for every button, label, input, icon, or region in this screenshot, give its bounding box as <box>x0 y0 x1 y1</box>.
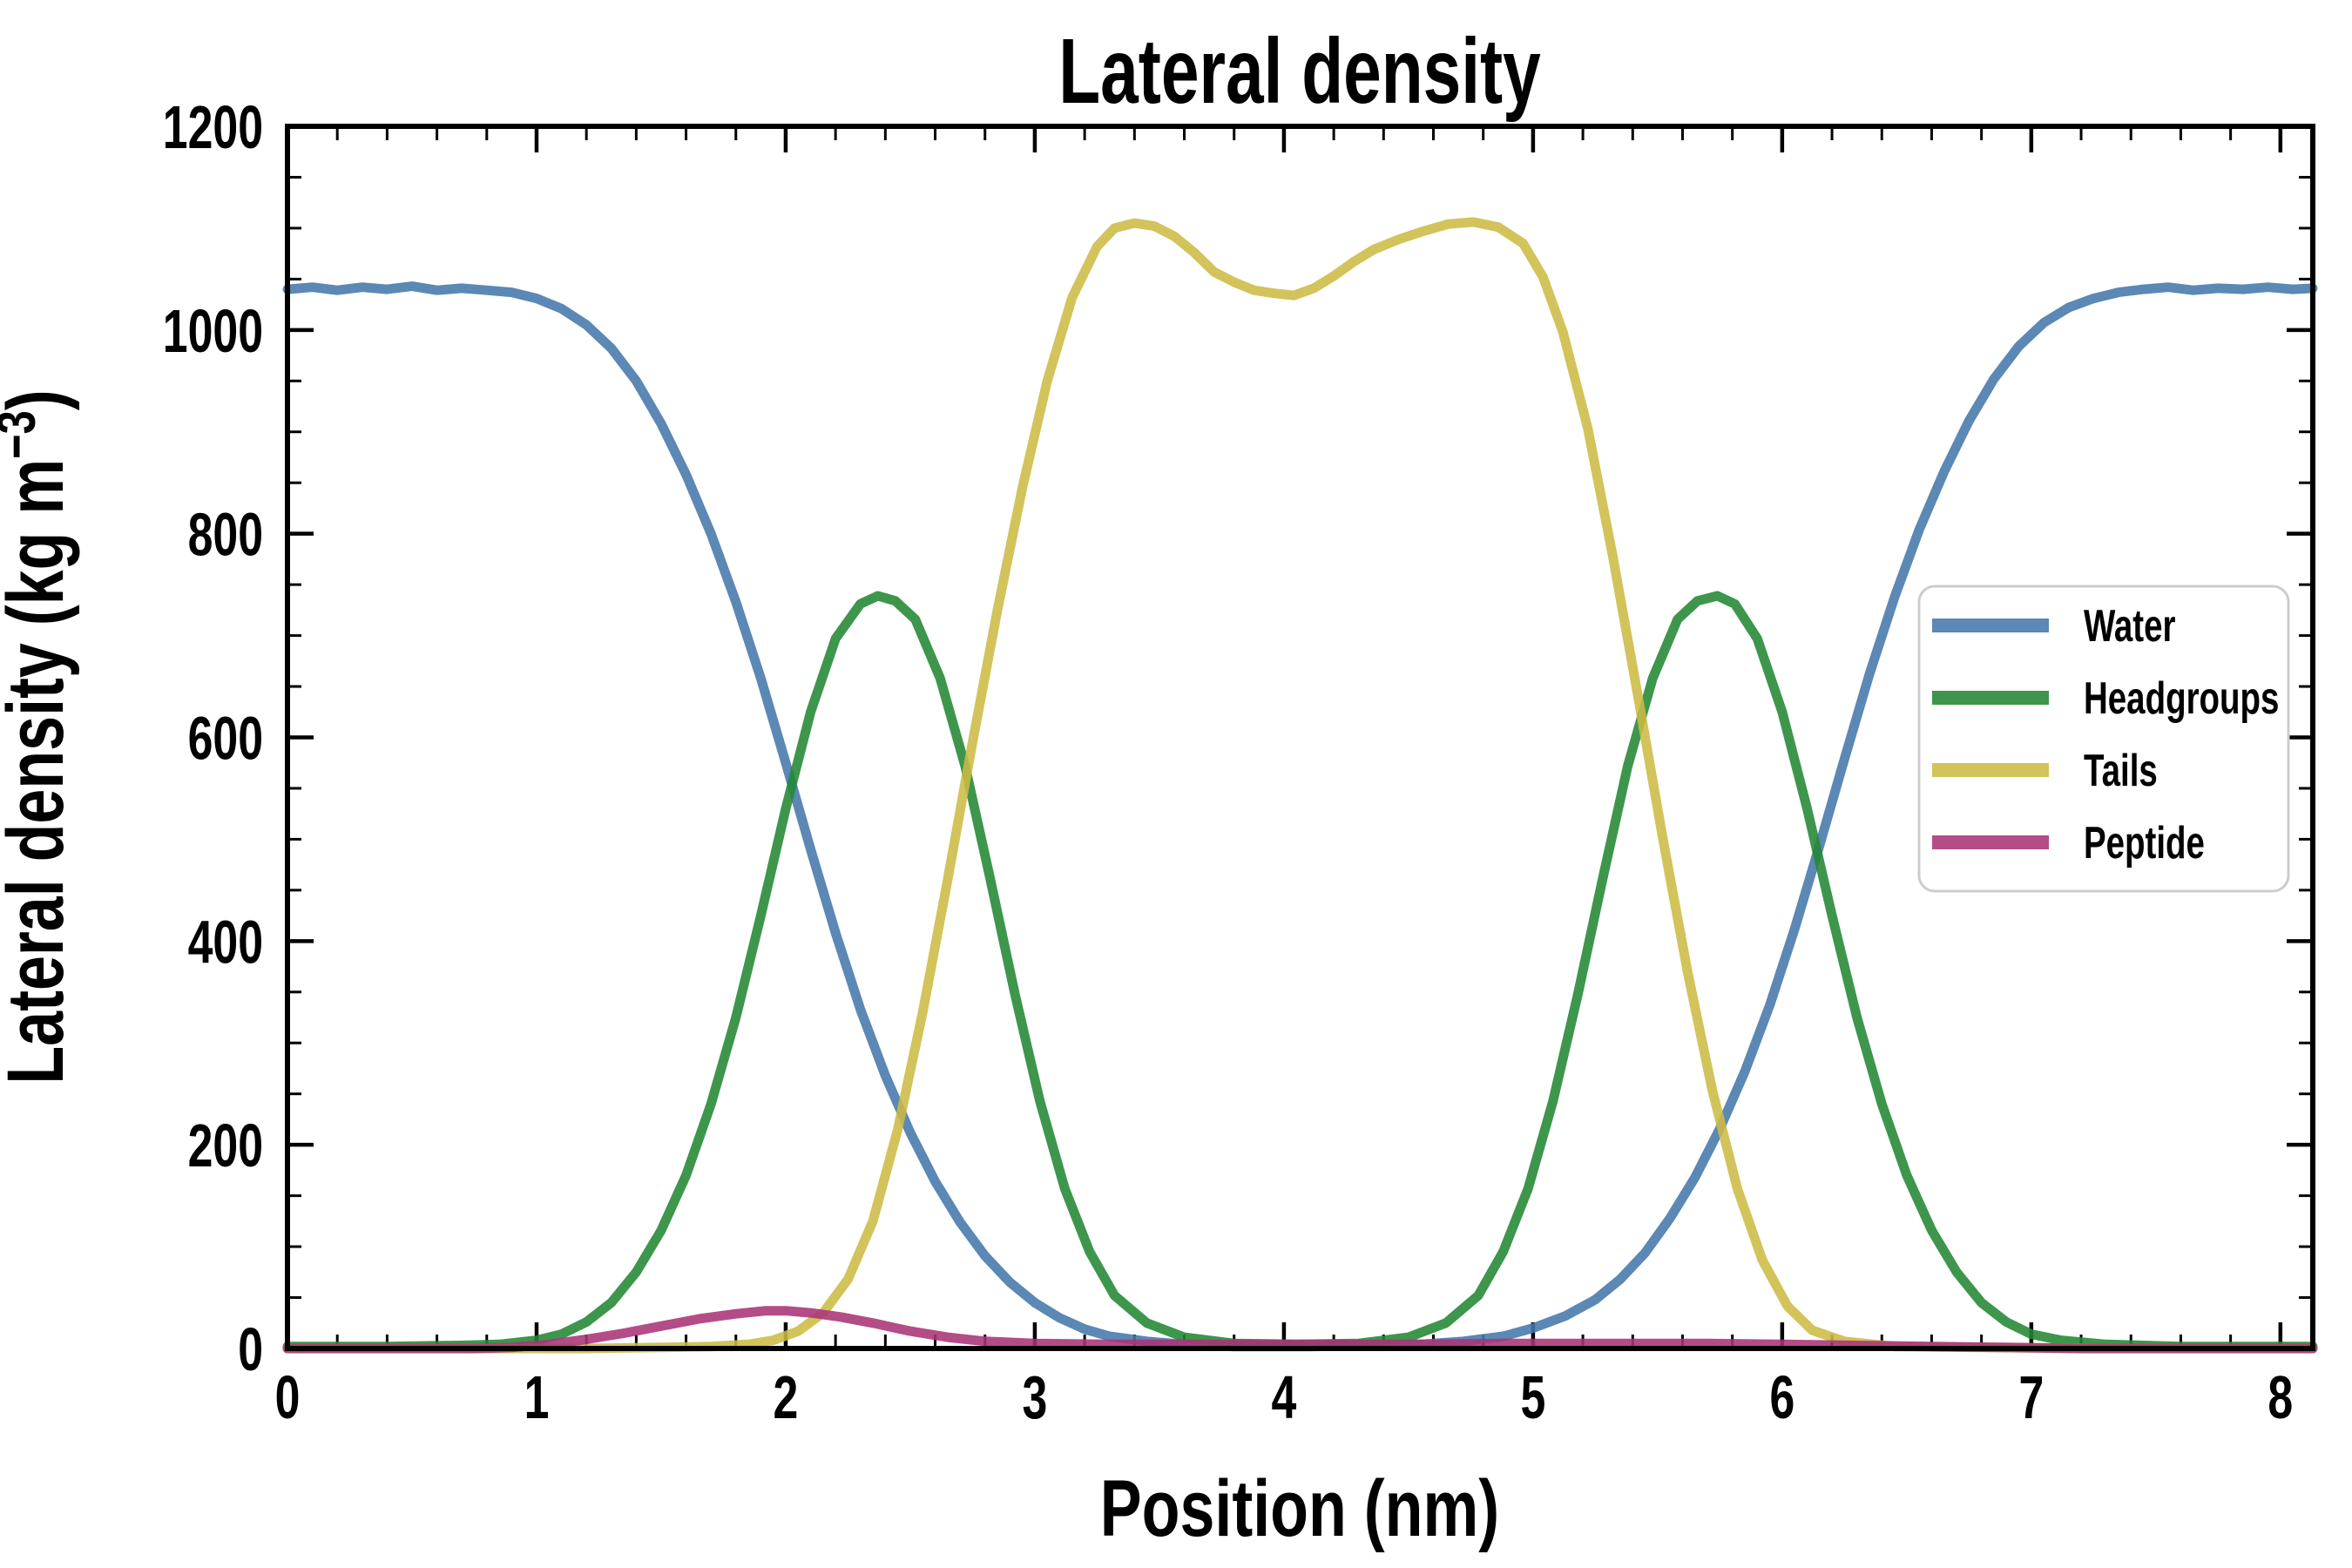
y-tick-label-text: 0 <box>238 1315 263 1383</box>
x-tick-label-text: 2 <box>774 1363 799 1431</box>
y-tick-label: 600 <box>188 705 263 773</box>
y-tick-label: 400 <box>188 909 263 977</box>
x-tick-label: 3 <box>1023 1363 1048 1431</box>
tails-curve <box>282 217 2318 1354</box>
x-tick-label: 1 <box>524 1363 550 1431</box>
y-tick-label-text: 1200 <box>163 93 263 161</box>
x-tick-label: 6 <box>1769 1363 1794 1431</box>
x-tick-label-text: 3 <box>1023 1363 1048 1431</box>
x-axis-label: Position (nm) <box>1100 1463 1499 1553</box>
x-tick-label: 7 <box>2018 1363 2044 1431</box>
x-tick-label-text: 1 <box>524 1363 550 1431</box>
x-axis-label-text: Position (nm) <box>1100 1463 1499 1553</box>
legend-label-tails-text: Tails <box>2084 745 2158 795</box>
legend-label-water: Water <box>2084 600 2176 651</box>
x-tick-label: 5 <box>1520 1363 1545 1431</box>
x-tick-label: 4 <box>1272 1363 1297 1431</box>
peptide-curve <box>282 1306 2318 1354</box>
y-tick-label: 1200 <box>163 93 263 161</box>
legend-label-tails: Tails <box>2084 745 2158 795</box>
legend-label-water-text: Water <box>2084 600 2176 651</box>
y-axis-label: Lateral density (kg m−3) <box>0 389 80 1084</box>
legend-box <box>1917 585 2290 893</box>
legend-label-peptide-text: Peptide <box>2084 817 2205 868</box>
x-tick-label: 2 <box>774 1363 799 1431</box>
y-tick-label-text: 200 <box>188 1112 263 1180</box>
x-tick-label-text: 7 <box>2018 1363 2044 1431</box>
x-tick-label: 8 <box>2268 1363 2293 1431</box>
legend-label-headgroups: Headgroups <box>2084 672 2279 723</box>
legend-label-headgroups-text: Headgroups <box>2084 672 2279 723</box>
legend: Water Headgroups Tails Peptide <box>1917 585 2290 893</box>
x-tick-label-text: 4 <box>1272 1363 1297 1431</box>
y-tick-label-text: 600 <box>188 705 263 773</box>
y-tick-label: 200 <box>188 1112 263 1180</box>
y-axis-label-text: Lateral density (kg m−3) <box>0 389 80 1084</box>
x-tick-label: 0 <box>275 1363 301 1431</box>
chart-title: Lateral density <box>1058 20 1541 123</box>
y-tick-label: 0 <box>238 1315 263 1383</box>
x-tick-label-text: 0 <box>275 1363 301 1431</box>
y-tick-label-text: 400 <box>188 909 263 977</box>
x-tick-label-text: 8 <box>2268 1363 2293 1431</box>
x-tick-label-text: 6 <box>1769 1363 1794 1431</box>
y-tick-label-text: 800 <box>188 501 263 569</box>
y-tick-label: 1000 <box>163 297 263 365</box>
legend-label-peptide: Peptide <box>2084 817 2205 868</box>
chart-title-text: Lateral density <box>1058 20 1541 123</box>
y-tick-label: 800 <box>188 501 263 569</box>
plot-frame <box>285 124 2315 1351</box>
x-tick-label-text: 5 <box>1520 1363 1545 1431</box>
y-tick-label-text: 1000 <box>163 297 263 365</box>
